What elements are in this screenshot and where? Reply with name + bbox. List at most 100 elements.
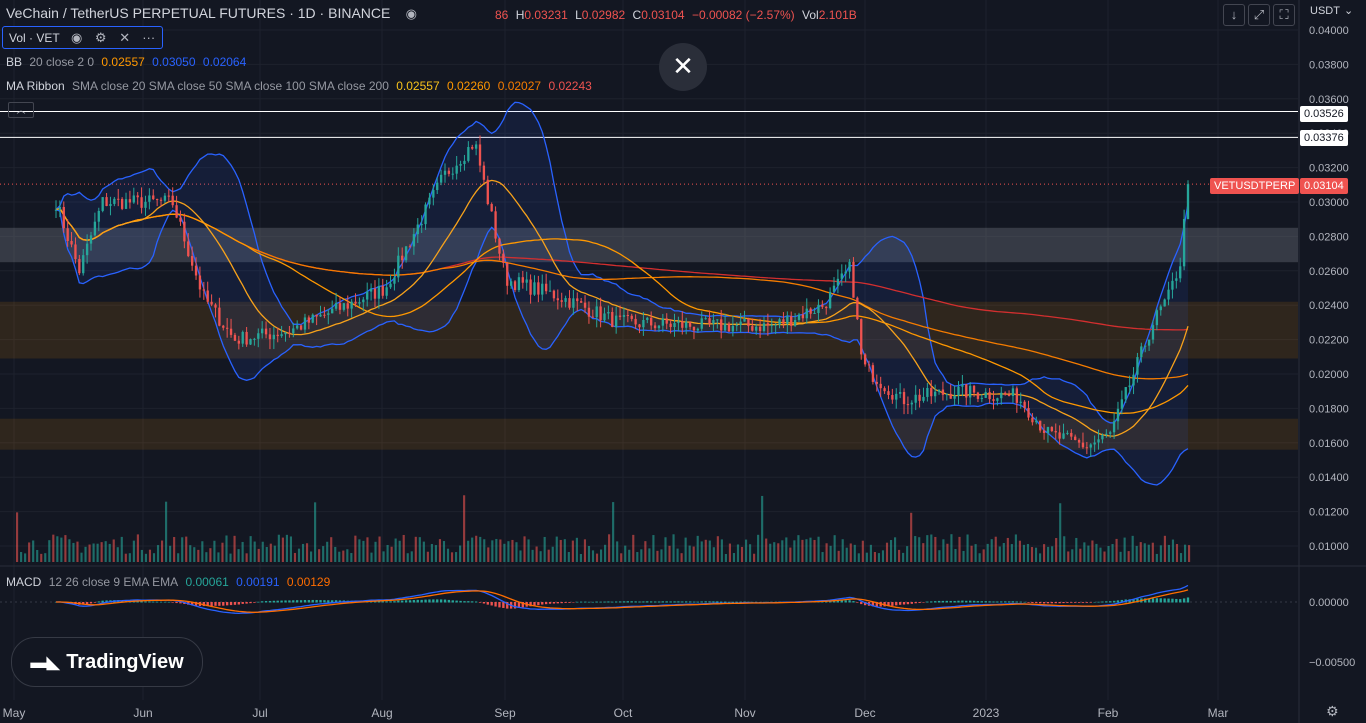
macd-histogram-bar xyxy=(424,599,427,603)
volume-bar xyxy=(724,553,727,562)
volume-bar xyxy=(108,543,111,562)
candle-body xyxy=(852,261,855,298)
candle-body xyxy=(1186,184,1190,220)
volume-bar xyxy=(499,539,502,562)
volume-bar xyxy=(277,534,280,562)
candle-body xyxy=(1042,430,1046,433)
candle-body xyxy=(626,315,630,317)
candle-body xyxy=(463,160,466,165)
bb-legend[interactable]: BB 20 close 2 0 0.02557 0.03050 0.02064 xyxy=(6,55,250,69)
tradingview-logo[interactable]: ▬◣ TradingView xyxy=(11,637,203,687)
volume-bar xyxy=(245,553,248,562)
volume-bar xyxy=(237,549,240,562)
candle-body xyxy=(93,221,97,236)
macd-histogram-bar xyxy=(1159,598,1162,603)
ma20-value: 0.02557 xyxy=(396,79,440,93)
candle-body xyxy=(245,331,248,345)
volume-bar xyxy=(1115,538,1118,562)
candle-body xyxy=(914,394,917,403)
candle-body xyxy=(229,328,233,335)
volume-bar xyxy=(934,536,937,562)
close-icon[interactable]: ✕ xyxy=(119,29,131,45)
volume-bar xyxy=(1071,549,1074,562)
more-icon[interactable]: ··· xyxy=(142,29,156,45)
symbol-title-text: VeChain / TetherUS PERPETUAL FUTURES · 1… xyxy=(6,5,391,21)
candle-body xyxy=(1085,447,1089,449)
candle-body xyxy=(685,321,688,328)
volume-bar xyxy=(986,543,989,562)
candle-body xyxy=(1015,388,1019,403)
fullscreen-icon[interactable]: ⤢ xyxy=(1248,4,1270,26)
price-zone xyxy=(0,227,1298,263)
candle-body xyxy=(770,324,773,326)
expand-button[interactable]: ⛶ xyxy=(1273,4,1295,26)
macd-histogram-bar xyxy=(533,602,536,606)
volume-bar xyxy=(624,545,627,562)
macd-histogram-bar xyxy=(89,602,93,604)
x-tick-label: Aug xyxy=(371,706,392,720)
candle-body xyxy=(486,179,489,205)
volume-bar xyxy=(92,543,95,562)
candle-body xyxy=(428,197,431,205)
volume-bar xyxy=(72,542,75,562)
candle-body xyxy=(284,332,287,335)
macd-histogram-bar xyxy=(832,600,836,603)
vol-legend[interactable]: Vol · VET ◉ ⚙ ✕ ··· xyxy=(2,26,163,49)
candle-body xyxy=(953,395,956,399)
eye-icon[interactable]: ◉ xyxy=(405,6,417,21)
scroll-down-button[interactable]: ↓ xyxy=(1223,4,1245,26)
macd-histogram-bar xyxy=(428,599,431,603)
currency-label[interactable]: USDT ⌄ xyxy=(1310,4,1357,17)
macd-histogram-bar xyxy=(1000,601,1003,603)
candle-body xyxy=(506,262,509,286)
macd-histogram-bar xyxy=(159,601,163,603)
collapse-legend-button[interactable]: ︿ xyxy=(8,102,34,118)
volume-bar xyxy=(1119,551,1122,562)
volume-bar xyxy=(366,537,369,562)
macd-histogram-bar xyxy=(175,602,178,604)
macd-hist-value: 0.00061 xyxy=(185,575,229,589)
macd-histogram-bar xyxy=(474,601,478,603)
volume-bar xyxy=(837,550,840,562)
macd-histogram-bar xyxy=(296,600,299,603)
candle-body xyxy=(731,325,735,332)
gear-icon[interactable]: ⚙ xyxy=(94,29,107,45)
close-button[interactable]: ✕ xyxy=(659,43,707,91)
volume-bar xyxy=(410,551,413,562)
macd-histogram-bar xyxy=(1027,602,1030,603)
macd-histogram-bar xyxy=(599,601,602,603)
volume-bar xyxy=(978,553,981,562)
currency-text: USDT xyxy=(1310,5,1340,17)
volume-bar xyxy=(362,540,365,562)
volume-bar xyxy=(100,542,103,562)
macd-histogram-bar xyxy=(478,602,482,603)
ma-ribbon-legend[interactable]: MA Ribbon SMA close 20 SMA close 50 SMA … xyxy=(6,79,596,93)
macd-histogram-bar xyxy=(194,602,198,606)
volume-bar xyxy=(334,546,337,562)
macd-histogram-bar xyxy=(875,602,878,607)
candle-body xyxy=(1101,434,1104,440)
symbol-title[interactable]: VeChain / TetherUS PERPETUAL FUTURES · 1… xyxy=(6,5,422,21)
candle-body xyxy=(957,386,960,396)
volume-bar xyxy=(205,552,208,562)
candle-body xyxy=(1066,432,1069,434)
volume-bar xyxy=(301,543,305,562)
candle-body xyxy=(366,291,369,300)
macd-histogram-bar xyxy=(1046,602,1050,604)
macd-histogram-bar xyxy=(1031,602,1034,604)
eye-icon[interactable]: ◉ xyxy=(71,29,83,45)
volume-bar xyxy=(1055,538,1058,562)
candle-body xyxy=(1089,444,1092,448)
macd-histogram-bar xyxy=(731,601,735,603)
volume-bar xyxy=(318,549,321,562)
macd-legend[interactable]: MACD 12 26 close 9 EMA EMA 0.00061 0.001… xyxy=(6,575,334,589)
volume-bar xyxy=(1179,553,1183,562)
candle-body xyxy=(801,314,805,319)
candle-body xyxy=(439,174,443,183)
macd-histogram-bar xyxy=(1109,601,1112,603)
settings-icon[interactable]: ⚙ xyxy=(1326,703,1339,719)
candle-body xyxy=(622,315,626,317)
macd-histogram-bar xyxy=(1175,598,1178,603)
volume-bar xyxy=(414,536,417,562)
